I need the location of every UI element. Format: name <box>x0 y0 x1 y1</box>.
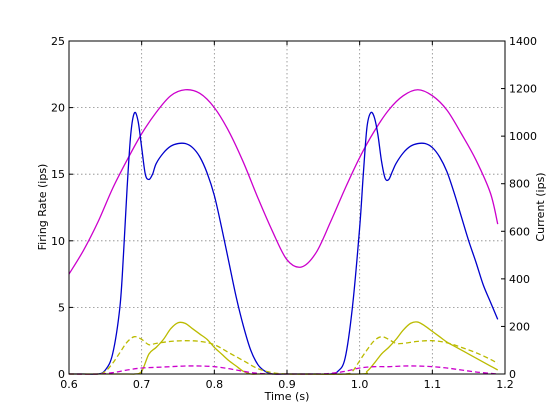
x-tick-label: 0.9 <box>278 378 296 391</box>
x-axis-label: Time (s) <box>264 390 310 403</box>
y-axis-label-left: Firing Rate (ips) <box>36 164 49 251</box>
ticks: 0.6 0.7 0.8 0.9 1.0 1.1 1.20510152025020040060… <box>51 35 537 391</box>
x-tick-label: 1.0 <box>351 378 369 391</box>
series-line-1 <box>68 89 499 275</box>
y-right-tick-label: 200 <box>509 320 530 333</box>
x-tick-label: 1.2 <box>496 378 514 391</box>
y-right-tick-label: 800 <box>509 178 530 191</box>
x-tick-label: 1.1 <box>424 378 442 391</box>
y-right-tick-label: 1000 <box>509 130 537 143</box>
y-right-tick-label: 400 <box>509 273 530 286</box>
y-axis-label-right: Current (ips) <box>534 172 547 241</box>
y-right-tick-label: 600 <box>509 225 530 238</box>
y-left-tick-label: 15 <box>51 168 65 181</box>
y-left-tick-label: 20 <box>51 102 65 115</box>
x-tick-label: 0.8 <box>206 378 224 391</box>
grid <box>69 41 505 374</box>
y-left-tick-label: 10 <box>51 235 65 248</box>
y-left-tick-label: 5 <box>58 301 65 314</box>
series-line-4 <box>68 335 499 375</box>
y-left-tick-label: 0 <box>58 368 65 381</box>
y-right-tick-label: 1200 <box>509 83 537 96</box>
y-right-tick-label: 0 <box>509 368 516 381</box>
y-right-tick-label: 1400 <box>509 35 537 48</box>
x-tick-label: 0.7 <box>133 378 151 391</box>
y-left-tick-label: 25 <box>51 35 65 48</box>
x-tick-label: 0.6 <box>60 378 78 391</box>
